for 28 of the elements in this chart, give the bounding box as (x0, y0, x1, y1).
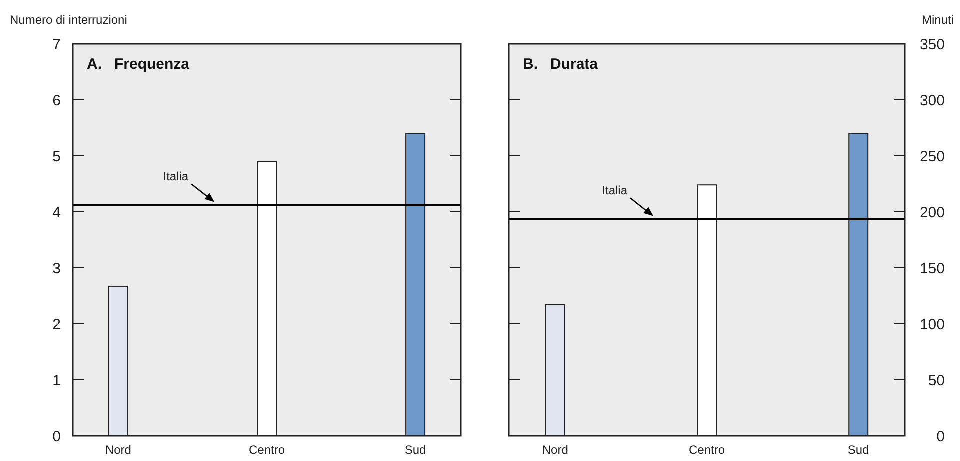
text: B. Durata (523, 56, 599, 73)
y-tick-label: 7 (52, 36, 61, 54)
x-tick-label: Centro (248, 443, 286, 457)
x-tick-label: Sud (404, 443, 426, 457)
x-tick-label: Nord (542, 443, 568, 457)
y-tick-label: 2 (52, 316, 61, 334)
x-tick-label: Sud (848, 443, 870, 457)
y-tick-label: 3 (52, 260, 61, 278)
x-tick-label: Nord (105, 443, 132, 457)
y-tick-label: 4 (52, 204, 61, 222)
y2-tick-label: 100 (920, 316, 945, 334)
y-axis-title: Numero di interruzioni (10, 13, 128, 27)
y-tick-label: 5 (52, 148, 61, 166)
y2-tick-label: 350 (920, 36, 945, 54)
y2-tick-label: 300 (920, 92, 945, 110)
y2-tick-label: 150 (920, 260, 945, 278)
ref-line-label: Italia (163, 169, 189, 184)
y2-tick-label: 0 (936, 428, 945, 446)
y-tick-label: 1 (52, 372, 61, 390)
y2-tick-label: 200 (920, 204, 945, 222)
text: A. Frequenza (87, 56, 190, 73)
x-tick-label: Centro (688, 443, 726, 457)
y2-tick-label: 50 (928, 372, 945, 390)
y-tick-label: 0 (52, 428, 61, 446)
y2-tick-label: 250 (920, 148, 945, 166)
ref-line-label: Italia (602, 183, 628, 198)
y-tick-label: 6 (52, 92, 61, 110)
y2-axis-title: Minuti (922, 13, 954, 27)
